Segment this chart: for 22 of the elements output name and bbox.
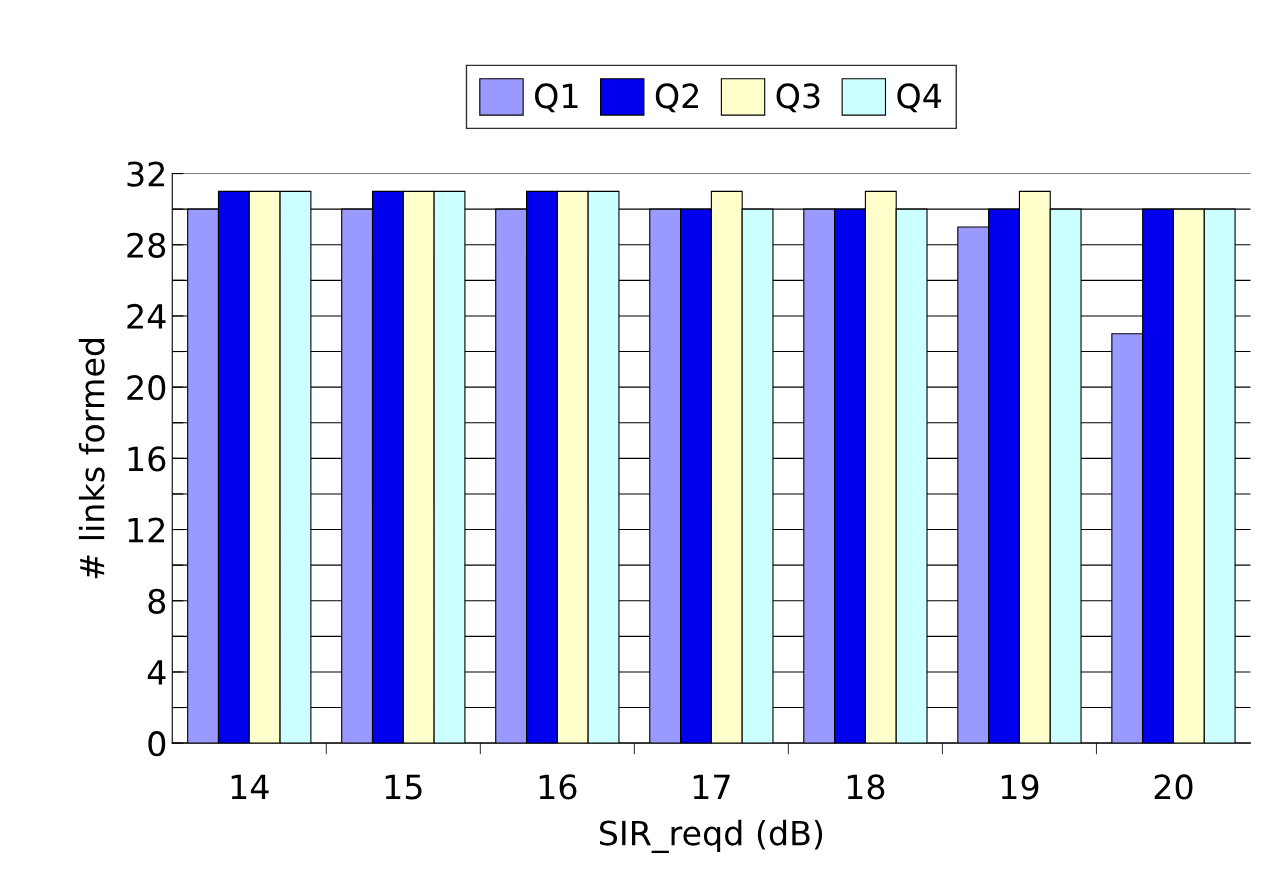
y-tick-label: 8 [148,588,166,614]
x-tick-label: 16 [539,774,577,800]
y-tick-label: 20 [127,375,166,401]
y-tick-label: 28 [127,232,166,258]
y-tick-label: 4 [147,660,166,685]
legend-label: Q1 [535,83,578,113]
x-tick-label: 14 [231,774,269,800]
y-tick-label: 24 [127,303,166,329]
y-tick-label: 32 [127,161,165,187]
y-axis-title: # links formed [78,338,105,579]
legend-label: Q4 [897,83,942,113]
x-tick-label: 17 [693,774,730,800]
x-tick-label: 19 [1001,774,1039,800]
y-tick-label: 0 [148,731,166,757]
legend-label: Q2 [655,83,699,113]
x-axis-title: SIR_reqd (dB) [599,819,823,854]
x-tick-label: 20 [1154,774,1193,800]
x-tick-label: 18 [847,774,885,800]
legend-label: Q3 [776,83,820,113]
y-tick-label: 16 [128,446,166,472]
x-tick-label: 15 [385,774,422,800]
y-tick-label: 12 [128,517,165,543]
